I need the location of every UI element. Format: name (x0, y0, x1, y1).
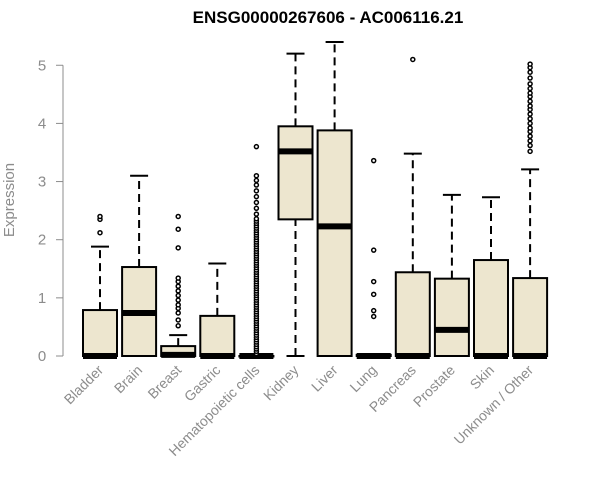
box-hematopoietic-cells (238, 143, 275, 359)
outlier-breast-12 (175, 226, 181, 232)
outlier-bladder-2 (97, 213, 103, 220)
box-rect-bladder (82, 309, 118, 357)
chart-title: ENSG00000267606 - AC006116.21 (193, 8, 464, 27)
outlier-unknown-other-5 (527, 125, 533, 131)
outlier-pancreas-0 (410, 56, 416, 63)
x-tick-label-lung: Lung (346, 362, 379, 395)
box-breast (160, 213, 197, 358)
box-brain (121, 174, 158, 357)
outlier-hematopoietic-cells-65 (253, 177, 260, 184)
x-tick-label-kidney: Kidney (260, 362, 302, 404)
outlier-unknown-other-14 (527, 85, 533, 92)
x-tick-label-skin: Skin (467, 362, 498, 393)
outlier-breast-0 (175, 323, 181, 329)
outlier-unknown-other-2 (527, 138, 533, 144)
outlier-hematopoietic-cells-58 (253, 216, 260, 222)
box-skin (473, 196, 509, 359)
outlier-hematopoietic-cells-64 (253, 182, 260, 188)
x-tick-label-brain: Brain (111, 362, 145, 396)
outlier-lung-3 (370, 278, 377, 285)
outlier-unknown-other-8 (527, 111, 533, 117)
outlier-unknown-other-17 (527, 69, 533, 75)
outlier-breast-6 (175, 292, 181, 299)
outlier-hematopoietic-cells-67 (253, 143, 260, 150)
outlier-unknown-other-0 (527, 148, 533, 155)
y-axis-label: Expression (1, 163, 18, 237)
outlier-unknown-other-16 (527, 75, 533, 81)
outlier-unknown-other-11 (527, 98, 533, 105)
outlier-unknown-other-7 (527, 116, 533, 122)
outlier-hematopoietic-cells-61 (253, 199, 260, 206)
box-bladder (82, 213, 118, 359)
outlier-unknown-other-19 (527, 61, 533, 67)
outlier-breast-13 (175, 213, 181, 220)
outlier-unknown-other-1 (527, 142, 533, 149)
outlier-hematopoietic-cells-59 (253, 211, 260, 217)
y-tick-label-0: 0 (38, 348, 46, 365)
outlier-hematopoietic-cells-63 (253, 188, 260, 194)
outlier-breast-5 (175, 297, 181, 303)
box-rect-pancreas (394, 271, 431, 357)
box-kidney (277, 52, 314, 357)
x-tick-label-prostate: Prostate (410, 362, 458, 410)
outlier-unknown-other-6 (527, 120, 533, 127)
box-lung (355, 157, 392, 359)
outlier-breast-10 (175, 275, 181, 281)
outlier-breast-11 (175, 245, 181, 251)
outlier-unknown-other-13 (527, 90, 533, 96)
box-prostate (433, 193, 470, 357)
outlier-breast-7 (175, 288, 181, 294)
box-rect-skin (473, 259, 509, 357)
outlier-unknown-other-10 (527, 103, 533, 109)
box-gastric (199, 262, 236, 359)
outlier-breast-8 (175, 283, 181, 289)
outlier-unknown-other-15 (527, 81, 533, 87)
outlier-unknown-other-3 (527, 133, 533, 139)
box-rect-unknown-other (512, 277, 549, 357)
y-tick-label-4: 4 (38, 115, 46, 132)
box-unknown-other (512, 61, 549, 359)
y-tick-label-5: 5 (38, 57, 46, 74)
y-axis: 0 1 2 3 4 5 (38, 57, 64, 365)
x-tick-label-breast: Breast (144, 362, 184, 402)
box-pancreas (394, 56, 431, 359)
boxes-group (82, 41, 549, 359)
y-tick-label-3: 3 (38, 174, 46, 191)
outlier-breast-1 (175, 317, 181, 323)
y-tick-label-1: 1 (38, 290, 46, 307)
y-tick-label-2: 2 (38, 232, 46, 249)
x-tick-label-liver: Liver (308, 362, 341, 395)
box-liver (316, 41, 353, 357)
outlier-breast-4 (175, 302, 181, 308)
outlier-breast-2 (175, 310, 181, 316)
outlier-hematopoietic-cells-62 (253, 193, 260, 200)
outlier-lung-0 (370, 313, 377, 320)
box-rect-gastric (199, 314, 236, 357)
box-rect-prostate (433, 277, 470, 357)
outlier-lung-4 (370, 247, 377, 253)
outlier-bladder-0 (97, 229, 103, 236)
x-tick-label-bladder: Bladder (61, 362, 107, 408)
outlier-lung-2 (370, 291, 377, 298)
outlier-hematopoietic-cells-60 (253, 205, 260, 212)
outlier-lung-5 (370, 157, 377, 164)
outlier-lung-1 (370, 307, 377, 314)
box-rect-liver (316, 129, 353, 357)
box-rect-kidney (277, 125, 314, 221)
outlier-hematopoietic-cells-66 (253, 172, 260, 179)
